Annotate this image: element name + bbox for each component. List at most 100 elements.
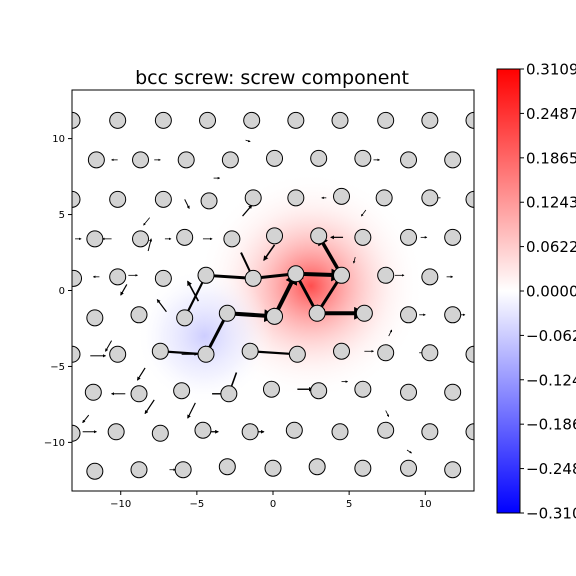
- displacement-arrow: [120, 284, 128, 296]
- atom-marker: [220, 385, 238, 403]
- atom-layer: [72, 73, 474, 480]
- atom-marker: [465, 111, 474, 129]
- atom-marker: [176, 228, 194, 246]
- atom-marker: [174, 461, 192, 479]
- displacement-arrow: [187, 280, 200, 302]
- x-tick-label: 0: [270, 499, 276, 510]
- atom-marker: [354, 459, 372, 477]
- atom-marker: [109, 111, 127, 129]
- displacement-arrow: [360, 209, 367, 217]
- atom-marker: [177, 151, 195, 169]
- atom-marker: [444, 228, 462, 246]
- atom-marker: [194, 421, 212, 439]
- atom-marker: [308, 458, 326, 476]
- atom-marker: [266, 149, 284, 167]
- atom-marker: [331, 111, 349, 129]
- displacement-arrow: [147, 238, 153, 252]
- atom-marker: [86, 230, 104, 248]
- colorbar-tick-label: 0.0000: [526, 283, 576, 301]
- displacement-arrow: [388, 329, 393, 337]
- colorbar-tick-label: 0.1243: [526, 194, 576, 212]
- x-tick-label: 5: [346, 499, 352, 510]
- atom-marker: [400, 306, 418, 324]
- displacement-arrow: [136, 367, 146, 381]
- colorbar-tick-label: −0.248: [526, 460, 576, 478]
- atom-marker: [377, 344, 395, 362]
- atom-marker: [451, 73, 467, 89]
- atom-marker: [444, 151, 462, 169]
- atom-marker: [288, 345, 306, 363]
- y-axis: 10 5 0 −5 −10: [44, 134, 72, 449]
- atom-marker: [197, 345, 215, 363]
- atom-marker: [199, 111, 217, 129]
- atom-marker: [72, 190, 81, 208]
- atom-marker: [400, 459, 418, 477]
- colorbar-tick-label: 0.1865: [526, 149, 576, 167]
- negative-field-region: [135, 267, 273, 405]
- atom-marker: [444, 383, 462, 401]
- atom-marker: [377, 266, 395, 284]
- atom-marker: [465, 345, 474, 363]
- atom-marker: [244, 189, 262, 207]
- atom-marker: [154, 269, 172, 287]
- atom-marker: [72, 345, 81, 363]
- atom-marker: [421, 268, 439, 286]
- atom-marker: [109, 190, 127, 208]
- atom-marker: [400, 228, 418, 246]
- atom-marker: [107, 423, 125, 441]
- atom-marker: [421, 189, 439, 207]
- displacement-arrow: [406, 449, 412, 454]
- displacement-field: [135, 171, 426, 405]
- atom-marker: [109, 345, 127, 363]
- atom-marker: [221, 151, 239, 169]
- atom-marker: [375, 189, 393, 207]
- displacement-arrow: [144, 399, 155, 415]
- colorbar-tick-label: 0.2487: [526, 105, 576, 123]
- atom-marker: [355, 304, 373, 322]
- colorbar-tick-label: −0.062: [526, 327, 576, 345]
- atom-marker: [333, 342, 351, 360]
- atom-marker: [444, 306, 462, 324]
- atom-marker: [287, 265, 305, 283]
- displacement-arrow: [187, 402, 196, 419]
- atom-marker: [465, 190, 474, 208]
- plot-area: [72, 73, 474, 491]
- colorbar-tick-label: 0.0622: [526, 238, 576, 256]
- atom-marker: [109, 268, 127, 286]
- atom-marker: [266, 307, 284, 325]
- atom-marker: [377, 111, 395, 129]
- x-axis: −10 −5 0 5 10: [110, 491, 432, 510]
- atom-marker: [264, 459, 282, 477]
- displacement-arrow: [105, 340, 113, 352]
- displacement-arrow: [82, 414, 90, 424]
- atom-marker: [132, 230, 150, 248]
- atom-marker: [86, 462, 104, 480]
- atom-marker: [218, 458, 236, 476]
- atom-marker: [200, 192, 218, 210]
- atom-marker: [130, 461, 148, 479]
- atom-marker: [310, 382, 328, 400]
- displacement-arrow: [352, 256, 356, 264]
- atom-marker: [244, 269, 262, 287]
- atom-marker: [130, 306, 148, 324]
- atom-marker: [287, 111, 305, 129]
- atom-marker: [287, 189, 305, 207]
- atom-marker: [72, 424, 81, 442]
- atom-marker: [354, 380, 372, 398]
- y-tick-label: −5: [50, 362, 65, 373]
- colorbar-ticks: 0.3109 0.2487 0.1865 0.1243 0.0622 0.0000 −0.0…: [520, 61, 576, 523]
- atom-marker: [333, 266, 351, 284]
- atom-marker: [151, 424, 169, 442]
- colorbar-gradient: [496, 68, 521, 514]
- atom-marker: [266, 227, 284, 245]
- colorbar-tick-label: 0.3109: [526, 61, 576, 79]
- atom-marker: [421, 344, 439, 362]
- displacement-arrow: [184, 199, 190, 210]
- atom-marker: [218, 304, 236, 322]
- atom-marker: [285, 421, 303, 439]
- atom-marker: [377, 421, 395, 439]
- atom-marker: [308, 304, 326, 322]
- atom-marker: [87, 151, 105, 169]
- atom-marker: [132, 151, 150, 169]
